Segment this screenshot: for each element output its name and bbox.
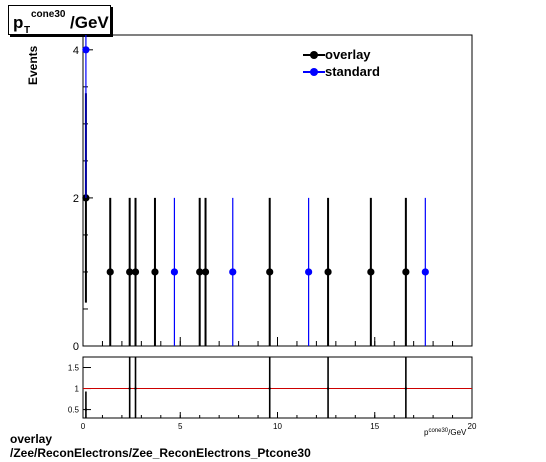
title-unit: /GeV — [70, 13, 109, 32]
main-y-tick-label: 0 — [73, 341, 79, 353]
ratio-x-tick-label: 20 — [468, 422, 477, 431]
caption-line-1: overlay — [10, 432, 53, 446]
ratio-y-tick-label: 1.5 — [68, 364, 80, 373]
main-y-tick-label: 4 — [73, 45, 79, 57]
ratio-x-tick-label: 15 — [370, 422, 379, 431]
main-y-tick-label: 2 — [73, 193, 79, 205]
ratio-axis-ticks: 0 5 10 15 20 0.5 1 1.5 — [68, 364, 477, 431]
ratio-x-tick-label: 5 — [178, 422, 183, 431]
ratio-point — [128, 387, 131, 390]
legend: overlay standard — [303, 47, 380, 79]
title-subscript: T — [24, 25, 31, 36]
caption-line-2: /Zee/ReconElectrons/Zee_ReconElectrons_P… — [10, 446, 311, 460]
ratio-plot-frame — [82, 356, 473, 419]
ratio-point — [84, 408, 88, 411]
overlay-point — [151, 268, 159, 276]
title-symbol: p — [13, 13, 24, 32]
standard-point — [229, 268, 237, 276]
ratio-x-tick-label: 10 — [273, 422, 282, 431]
title-superscript: cone30 — [31, 9, 66, 20]
ratio-y-tick-label: 0.5 — [68, 406, 80, 415]
overlay-point — [402, 268, 410, 276]
standard-point — [305, 268, 313, 276]
overlay-point — [131, 268, 140, 276]
main-data-marks — [82, 35, 429, 346]
ratio-point — [326, 387, 330, 390]
ratio-point — [404, 387, 408, 390]
standard-point — [82, 46, 90, 54]
standard-point — [170, 268, 179, 276]
y-axis-label: Events — [26, 45, 40, 85]
legend-overlay-marker — [310, 51, 318, 59]
ratio-point — [134, 387, 137, 390]
x-axis-label: pcone30/GeV — [424, 428, 467, 437]
overlay-point — [266, 268, 274, 276]
legend-overlay-label: overlay — [325, 47, 371, 62]
overlay-point — [106, 268, 114, 276]
overlay-point — [367, 268, 375, 276]
legend-standard-marker — [310, 68, 318, 76]
overlay-point — [201, 268, 210, 276]
main-plot-frame — [82, 34, 473, 347]
ratio-x-tick-label: 0 — [81, 422, 86, 431]
histogram-title: p T cone30 /GeV — [8, 5, 111, 36]
ratio-data-marks — [83, 357, 472, 418]
overlay-point — [324, 268, 332, 276]
ratio-y-tick-label: 1 — [75, 385, 80, 394]
ratio-point — [268, 387, 271, 390]
overlay-point — [126, 268, 134, 276]
standard-point — [421, 268, 429, 276]
legend-standard-label: standard — [325, 64, 380, 79]
main-axis-ticks: 0 2 4 — [73, 45, 473, 353]
overlay-point — [196, 268, 204, 276]
